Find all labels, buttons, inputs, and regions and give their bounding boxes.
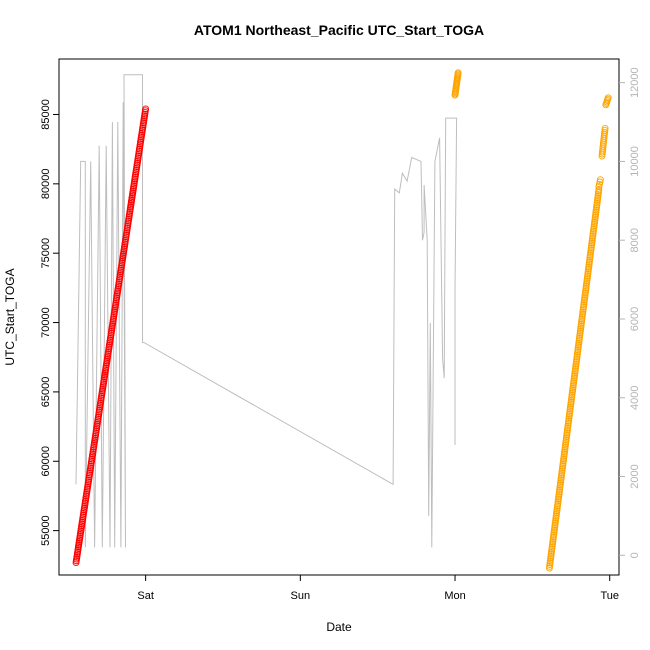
y2-tick-label: 10000 [629,146,641,177]
y-axis-left: 55000 60000 65000 70000 75000 80000 85000 [40,99,59,546]
x-tick-label: Mon [444,590,465,602]
data-point-orange [601,124,609,132]
y-axis-right: 0 2000 4000 6000 8000 10000 12000 [619,67,641,558]
data-point-orange [604,94,612,102]
points-layer [72,69,612,572]
x-axis: Sat Sun Mon Tue [137,575,619,602]
secondary-line-layer [75,74,458,548]
secondary-series-line [75,74,458,548]
x-axis-label: Date [326,620,352,634]
y-tick-label: 65000 [40,377,52,408]
y-axis-label: UTC_Start_TOGA [3,268,17,365]
y-tick-label: 60000 [40,446,52,477]
y-tick-label: 75000 [40,238,52,269]
x-tick-label: Sun [291,590,311,602]
y-tick-label: 85000 [40,99,52,130]
data-point-orange [595,185,603,193]
y2-tick-label: 2000 [629,464,641,488]
data-point-red [142,105,150,113]
y2-tick-label: 6000 [629,307,641,331]
y2-tick-label: 12000 [629,67,641,98]
y-tick-label: 55000 [40,515,52,546]
data-point-orange [596,176,604,184]
y2-tick-label: 4000 [629,386,641,410]
chart-title: ATOM1 Northeast_Pacific UTC_Start_TOGA [194,22,484,38]
x-tick-label: Tue [600,590,619,602]
plot-frame [58,58,620,576]
x-tick-label: Sat [137,590,154,602]
y-tick-label: 70000 [40,307,52,338]
y2-tick-label: 0 [629,552,641,558]
y-tick-label: 80000 [40,169,52,200]
data-point-orange [454,69,462,77]
y2-tick-label: 8000 [629,228,641,252]
